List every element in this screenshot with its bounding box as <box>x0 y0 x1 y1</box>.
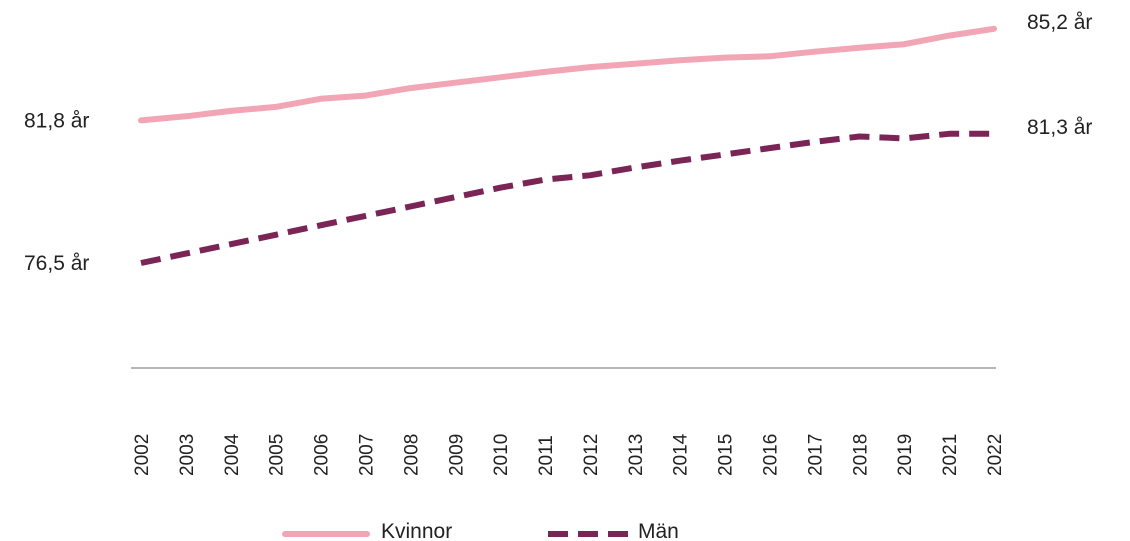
series-line-m-n <box>140 130 994 266</box>
data-point-m-n-2018 <box>856 134 862 140</box>
data-point-kvinnor-2016 <box>767 53 773 59</box>
series-end-labels: 81,8 år 85,2 år 76,5 år 81,3 år <box>24 11 1092 275</box>
data-point-kvinnor-2011 <box>542 69 548 75</box>
data-point-m-n-2007 <box>363 213 369 219</box>
data-point-m-n-2012 <box>587 172 593 178</box>
end-label-kvinnor: 85,2 år <box>1027 11 1092 34</box>
x-tick-labels: 2002 2003 2004 2005 2006 2007 2008 2009 2010 2011… <box>132 433 1006 476</box>
x-tick-label: 2011 <box>536 435 557 476</box>
x-tick-label: 2021 <box>940 434 961 476</box>
x-tick-label: 2002 <box>132 434 153 476</box>
data-point-m-n-2004 <box>228 241 234 247</box>
start-label-m-n: 76,5 år <box>24 252 89 275</box>
x-tick-label: 2010 <box>491 434 512 476</box>
x-tick-label: 2019 <box>895 434 916 476</box>
start-label-kvinnor: 81,8 år <box>24 109 89 132</box>
x-tick-label: 2006 <box>312 434 333 476</box>
data-point-kvinnor-2012 <box>587 64 593 70</box>
data-point-m-n-2015 <box>722 152 728 158</box>
data-point-m-n-2021 <box>946 131 952 137</box>
data-point-m-n-2003 <box>183 251 189 257</box>
data-point-kvinnor-2008 <box>407 85 413 91</box>
data-point-m-n-2016 <box>767 145 773 151</box>
data-point-kvinnor-2002 <box>138 117 144 123</box>
data-point-kvinnor-2005 <box>273 104 279 110</box>
legend-label-kvinnor: Kvinnor <box>381 520 452 541</box>
x-tick-label: 2005 <box>267 434 288 476</box>
data-point-kvinnor-2009 <box>452 80 458 86</box>
data-point-kvinnor-2007 <box>363 93 369 99</box>
data-point-kvinnor-2018 <box>856 45 862 51</box>
data-point-m-n-2010 <box>497 185 503 191</box>
x-tick-label: 2008 <box>401 434 422 476</box>
x-tick-label: 2015 <box>716 434 737 476</box>
data-point-m-n-2006 <box>318 222 324 228</box>
data-point-m-n-2005 <box>273 232 279 238</box>
data-point-m-n-2008 <box>407 204 413 210</box>
x-tick-label: 2003 <box>177 434 198 476</box>
data-point-m-n-2019 <box>901 135 907 141</box>
data-point-m-n-2009 <box>452 194 458 200</box>
x-tick-label: 2007 <box>357 434 378 476</box>
x-tick-label: 2009 <box>446 434 467 476</box>
data-point-kvinnor-2003 <box>183 113 189 119</box>
x-tick-label: 2018 <box>850 434 871 476</box>
data-point-kvinnor-2006 <box>318 96 324 102</box>
data-point-kvinnor-2013 <box>632 61 638 67</box>
data-point-m-n-2022 <box>991 131 997 137</box>
x-tick-label: 2016 <box>761 434 782 476</box>
series-line-kvinnor <box>138 25 997 124</box>
legend-label-m-n: Män <box>638 520 679 541</box>
data-point-kvinnor-2022 <box>991 26 997 32</box>
data-point-m-n-2013 <box>632 165 638 171</box>
x-tick-label: 2022 <box>985 434 1006 476</box>
data-point-kvinnor-2019 <box>901 41 907 47</box>
data-point-m-n-2011 <box>542 177 548 183</box>
data-point-kvinnor-2010 <box>497 74 503 80</box>
x-tick-label: 2017 <box>805 434 826 476</box>
series-lines <box>138 25 997 266</box>
data-point-kvinnor-2004 <box>228 108 234 114</box>
data-point-m-n-2002 <box>138 260 144 266</box>
x-tick-label: 2004 <box>222 433 243 476</box>
data-point-m-n-2017 <box>811 139 817 145</box>
data-point-kvinnor-2017 <box>811 49 817 55</box>
data-point-kvinnor-2015 <box>722 55 728 61</box>
x-tick-label: 2013 <box>626 434 647 476</box>
x-tick-label: 2012 <box>581 434 602 476</box>
legend: Kvinnor Män <box>282 520 679 541</box>
data-point-kvinnor-2021 <box>946 33 952 39</box>
data-point-m-n-2014 <box>677 158 683 164</box>
x-tick-label: 2014 <box>671 433 692 476</box>
data-point-kvinnor-2014 <box>677 57 683 63</box>
end-label-m-n: 81,3 år <box>1027 116 1092 139</box>
